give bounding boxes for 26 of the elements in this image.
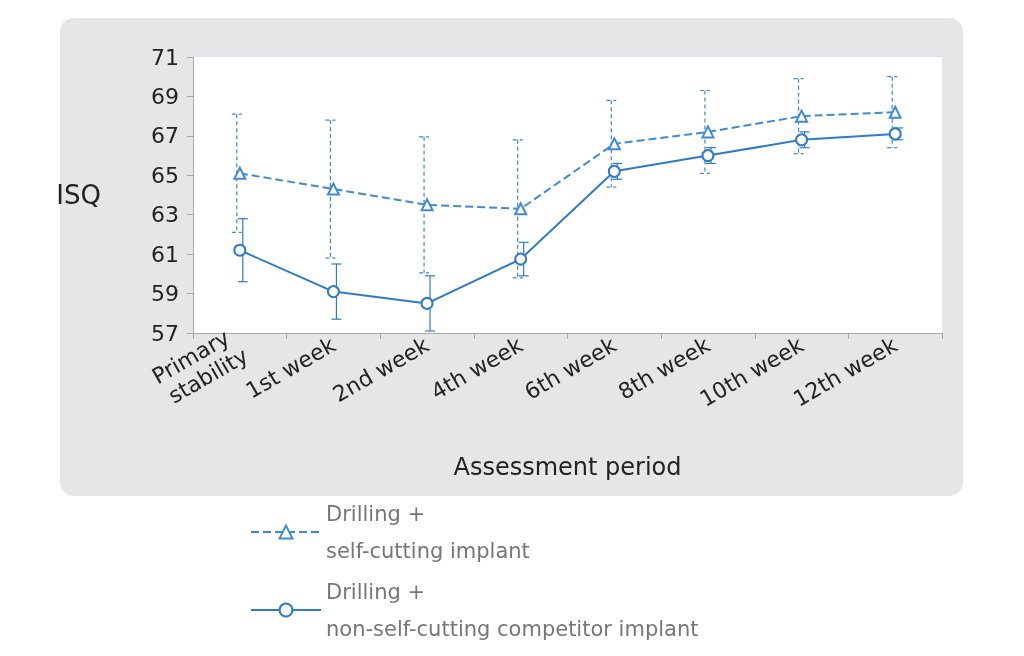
y-axis-title: ISQ	[56, 180, 101, 210]
y-tick-label: 61	[151, 241, 179, 267]
point	[701, 149, 715, 163]
point	[795, 109, 809, 123]
point	[514, 252, 528, 266]
legend-label: Drilling + self-cutting implant	[326, 501, 530, 563]
x-axis-title: Assessment period	[453, 453, 682, 481]
y-tick-label: 65	[151, 162, 179, 188]
point	[233, 243, 247, 257]
point	[514, 202, 528, 216]
point	[420, 198, 434, 212]
y-tick-label: 67	[151, 123, 179, 149]
point	[701, 125, 715, 139]
y-tick-label: 69	[151, 83, 179, 109]
point	[326, 182, 340, 196]
y-tick-label: 59	[151, 281, 179, 307]
y-tick-label: 71	[151, 44, 179, 70]
point	[607, 164, 621, 178]
point	[326, 285, 340, 299]
point	[420, 296, 434, 310]
legend-label: Drilling + non-self-cutting competitor implant	[326, 579, 699, 641]
point	[888, 127, 902, 141]
y-tick-label: 63	[151, 202, 179, 228]
point	[888, 105, 902, 119]
point	[607, 137, 621, 151]
point	[233, 166, 247, 180]
